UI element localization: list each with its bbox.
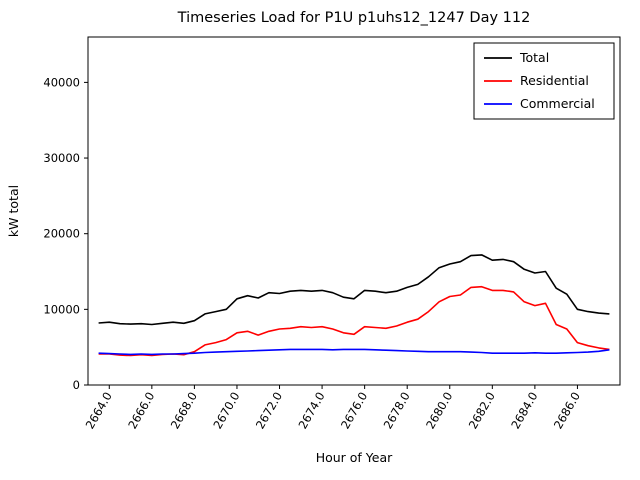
x-tick-label: 2686.0: [551, 390, 583, 432]
series-line-total: [98, 254, 610, 326]
legend-label-total: Total: [519, 50, 549, 65]
y-tick-label: 10000: [43, 302, 80, 316]
x-tick-label: 2670.0: [210, 390, 242, 432]
x-tick-label: 2664.0: [83, 390, 115, 432]
y-tick-label: 20000: [43, 227, 80, 241]
x-tick-label: 2678.0: [381, 390, 413, 432]
y-axis-label: kW total: [6, 185, 21, 237]
x-tick-label: 2672.0: [253, 390, 285, 432]
y-tick-label: 40000: [43, 75, 80, 89]
series-line-commercial: [98, 348, 610, 356]
x-tick-label: 2666.0: [125, 390, 157, 432]
legend-label-residential: Residential: [520, 73, 589, 88]
series-line-residential: [98, 285, 610, 357]
x-tick-label: 2684.0: [508, 390, 540, 432]
x-axis-label: Hour of Year: [316, 450, 393, 465]
axes-frame: [87, 36, 621, 386]
x-tick-label: 2674.0: [295, 390, 327, 432]
x-tick-label: 2668.0: [168, 390, 200, 432]
x-tick-label: 2680.0: [423, 390, 455, 432]
x-tick-label: 2682.0: [466, 390, 498, 432]
x-tick-label: 2676.0: [338, 390, 370, 432]
chart-title: Timeseries Load for P1U p1uhs12_1247 Day…: [177, 10, 531, 26]
y-tick-label: 30000: [43, 151, 80, 165]
legend-label-commercial: Commercial: [520, 96, 595, 111]
y-tick-label: 0: [73, 378, 80, 392]
